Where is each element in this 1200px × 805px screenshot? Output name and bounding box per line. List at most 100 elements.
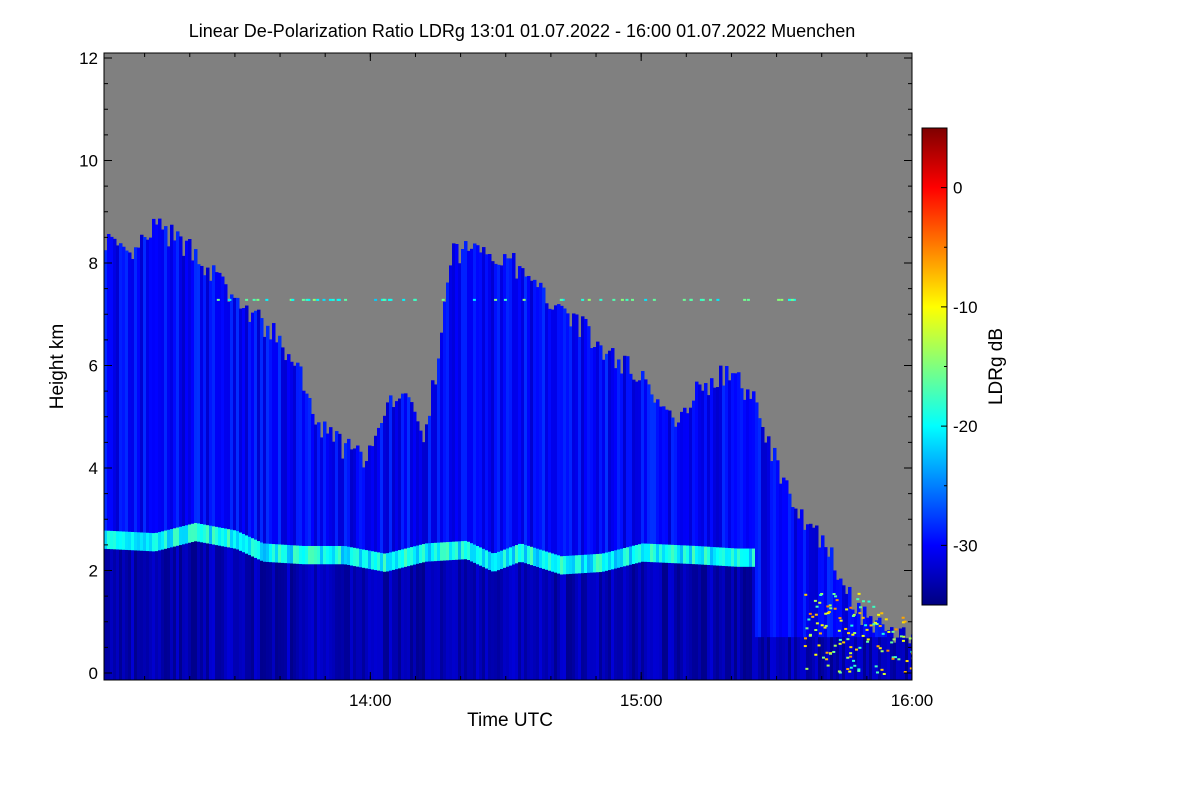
melting-layer-cell — [341, 545, 345, 565]
heatmap-column-lower — [707, 555, 711, 680]
colorbar-label: LDRg dB — [986, 328, 1007, 405]
melting-layer-cell — [380, 552, 384, 572]
heatmap-column — [266, 325, 270, 680]
melting-layer-cell — [536, 548, 540, 567]
melting-layer-cell — [524, 544, 528, 564]
heatmap-column — [158, 218, 162, 680]
noise-speckle — [245, 298, 249, 301]
melting-layer-cell — [182, 526, 186, 545]
heatmap-column-lower — [908, 643, 912, 680]
noise-speckle — [852, 613, 856, 616]
noise-speckle — [838, 642, 842, 645]
heatmap-column-lower — [902, 637, 906, 680]
heatmap-column-lower — [749, 557, 753, 680]
heatmap-column — [410, 402, 414, 680]
heatmap-column — [830, 547, 834, 680]
melting-layer-cell — [584, 554, 588, 573]
melting-layer-cell — [356, 548, 360, 567]
heatmap-column-lower — [113, 540, 117, 680]
heatmap-column-lower — [680, 554, 684, 680]
heatmap-column — [725, 365, 729, 680]
noise-speckle — [903, 620, 907, 623]
heatmap-column — [497, 264, 501, 680]
melting-layer-cell — [560, 556, 564, 575]
heatmap-column-lower — [875, 637, 879, 680]
noise-speckle — [849, 652, 853, 655]
heatmap-column-lower — [467, 550, 471, 680]
melting-layer-cell — [446, 542, 450, 561]
heatmap-column-lower — [284, 553, 288, 680]
noise-speckle — [792, 298, 796, 301]
noise-speckle — [387, 298, 391, 301]
heatmap-column-lower — [836, 637, 840, 680]
y-axis-label: Height km — [47, 324, 68, 410]
heatmap-column — [575, 314, 579, 680]
heatmap-column — [578, 336, 582, 680]
heatmap-column — [764, 442, 768, 680]
melting-layer-cell — [572, 555, 576, 574]
heatmap-column-lower — [581, 564, 585, 680]
heatmap-column-lower — [839, 637, 843, 680]
heatmap-column — [767, 436, 771, 680]
melting-layer-cell — [680, 545, 684, 564]
noise-speckle — [790, 298, 794, 301]
melting-layer-cell — [248, 536, 252, 556]
melting-layer-cell — [245, 535, 249, 554]
noise-speckle — [389, 298, 393, 301]
noise-speckle — [522, 298, 526, 301]
noise-speckle — [849, 606, 853, 609]
heatmap-column — [560, 305, 564, 680]
heatmap-column-lower — [560, 565, 564, 680]
heatmap-column-lower — [464, 550, 468, 680]
noise-speckle — [880, 650, 884, 653]
heatmap-column — [248, 321, 252, 680]
noise-speckle — [815, 605, 819, 608]
heatmap-column-lower — [203, 533, 207, 680]
heatmap-column — [281, 347, 285, 680]
heatmap-column — [209, 280, 213, 680]
heatmap-column-lower — [146, 541, 150, 680]
heatmap-column — [719, 365, 723, 680]
melting-layer-cell — [146, 532, 150, 552]
heatmap-column — [299, 366, 303, 680]
melting-layer-cell — [740, 548, 744, 567]
heatmap-column — [227, 301, 231, 680]
y-tick-label: 4 — [89, 459, 98, 478]
heatmap-column — [383, 415, 387, 680]
noise-speckle — [880, 668, 884, 671]
heatmap-column — [458, 263, 462, 680]
noise-speckle — [838, 638, 842, 641]
heatmap-column — [473, 243, 477, 680]
noise-speckle — [689, 298, 693, 301]
melting-layer-cell — [587, 554, 591, 573]
melting-layer-cell — [221, 527, 225, 547]
heatmap-column — [155, 224, 159, 680]
heatmap-column — [161, 229, 165, 680]
noise-speckle — [887, 630, 891, 633]
melting-layer-cell — [224, 528, 228, 547]
heatmap-column-lower — [782, 637, 786, 680]
noise-speckle — [833, 607, 837, 610]
noise-speckle — [847, 632, 851, 635]
melting-layer-cell — [479, 547, 483, 566]
melting-layer-cell — [332, 545, 336, 565]
melting-layer-cell — [257, 541, 261, 560]
melting-layer-cell — [725, 547, 729, 567]
heatmap-column — [431, 380, 435, 680]
heatmap-column — [797, 518, 801, 680]
noise-speckle — [380, 298, 384, 301]
heatmap-column-lower — [188, 533, 192, 680]
noise-speckle — [312, 298, 316, 301]
noise-speckle — [844, 627, 848, 630]
noise-speckle — [814, 629, 818, 632]
heatmap-column — [590, 348, 594, 680]
heatmap-column-lower — [434, 551, 438, 680]
heatmap-column-lower — [506, 557, 510, 680]
heatmap-column-lower — [752, 557, 756, 680]
heatmap-column-lower — [125, 540, 129, 680]
melting-layer-cell — [209, 525, 213, 544]
melting-layer-cell — [203, 524, 207, 543]
heatmap-column — [146, 239, 150, 680]
melting-layer-cell — [515, 545, 519, 564]
noise-speckle — [441, 298, 445, 301]
